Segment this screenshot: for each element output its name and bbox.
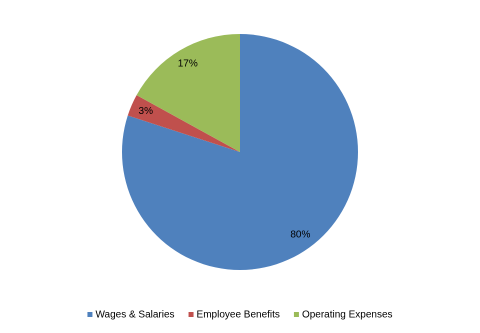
- data-label: 80%: [290, 230, 310, 241]
- legend-label: Operating Expenses: [302, 310, 393, 321]
- data-label: 17%: [178, 58, 198, 69]
- legend-swatch: [293, 312, 299, 317]
- legend-swatch: [87, 312, 93, 317]
- pie-slice: [127, 95, 240, 152]
- data-label: 3%: [139, 106, 154, 117]
- legend-label: Wages & Salaries: [95, 310, 174, 321]
- pie-slice: [136, 33, 240, 152]
- legend-label: Employee Benefits: [197, 310, 280, 321]
- legend-swatch: [188, 312, 194, 317]
